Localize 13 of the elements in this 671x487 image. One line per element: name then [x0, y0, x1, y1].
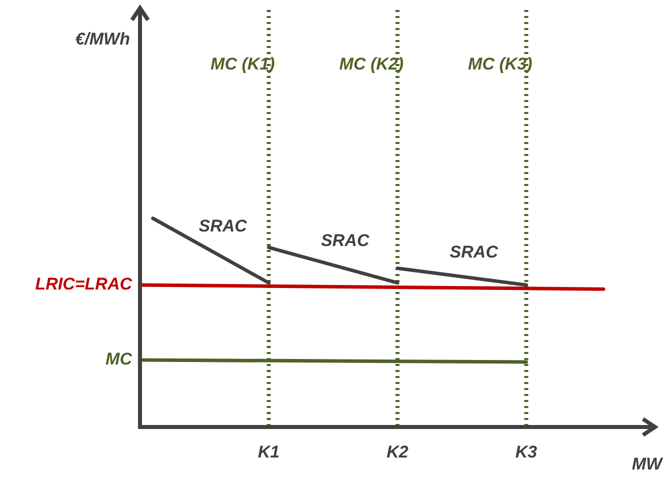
ref-line-label: MC (K1)	[210, 54, 276, 74]
x-axis-title: MW	[632, 454, 664, 474]
x-tick-label: K1	[258, 442, 280, 462]
series-label: SRAC	[198, 216, 248, 236]
series-label: SRAC	[321, 230, 370, 250]
series-label: LRIC=LRAC	[35, 274, 133, 294]
x-tick-label: K2	[386, 442, 409, 462]
ref-line-label: MC (K3)	[468, 54, 533, 74]
text: €/MWh	[75, 30, 130, 49]
series-label: MC	[106, 350, 133, 369]
series-label: SRAC	[450, 242, 499, 262]
ref-line-label: MC (K2)	[339, 54, 404, 74]
x-tick-label: K3	[515, 442, 538, 462]
